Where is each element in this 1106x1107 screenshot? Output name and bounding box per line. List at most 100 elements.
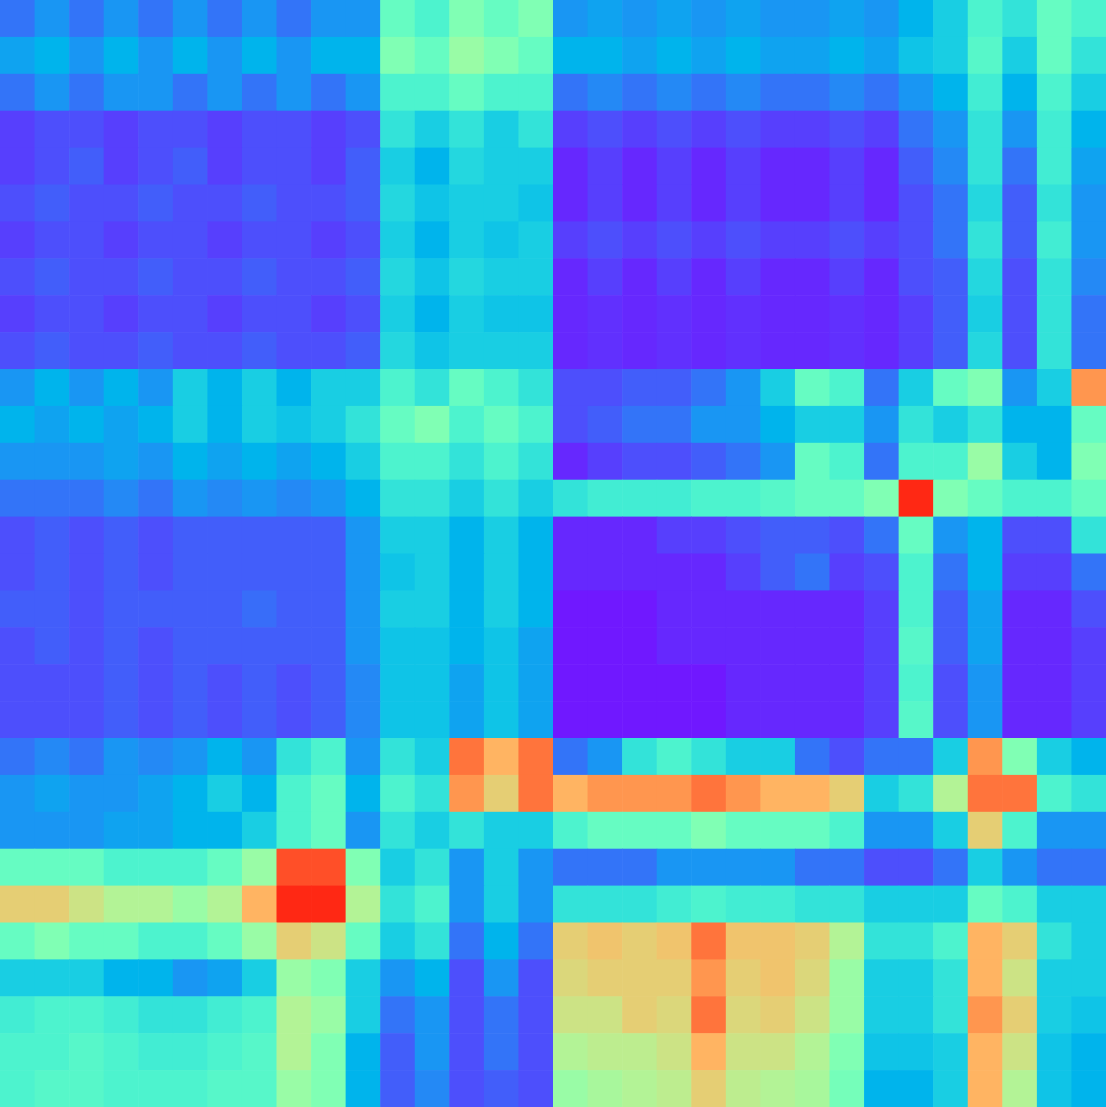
heatmap-cell bbox=[35, 37, 70, 75]
heatmap-cell bbox=[760, 996, 795, 1034]
heatmap-cell bbox=[657, 0, 692, 38]
heatmap-cell bbox=[968, 590, 1003, 628]
heatmap-cell bbox=[346, 812, 381, 850]
heatmap-cell bbox=[691, 886, 726, 924]
heatmap-cell bbox=[899, 221, 934, 259]
heatmap-cell bbox=[760, 258, 795, 296]
heatmap-cell bbox=[726, 1033, 761, 1071]
heatmap-cell bbox=[1071, 849, 1106, 887]
heatmap-cell bbox=[657, 517, 692, 555]
heatmap-cell bbox=[691, 923, 726, 961]
heatmap-cell bbox=[346, 258, 381, 296]
heatmap-cell bbox=[311, 959, 346, 997]
heatmap-cell bbox=[830, 664, 865, 702]
heatmap-cell bbox=[622, 185, 657, 223]
heatmap-cell bbox=[1002, 443, 1037, 481]
heatmap-cell bbox=[35, 0, 70, 38]
heatmap-cell bbox=[553, 664, 588, 702]
figure bbox=[0, 0, 1106, 1107]
heatmap-cell bbox=[104, 590, 139, 628]
heatmap-cell bbox=[726, 701, 761, 738]
heatmap-cell bbox=[415, 627, 450, 665]
heatmap-cell bbox=[277, 664, 312, 702]
heatmap-cell bbox=[899, 812, 934, 850]
heatmap-cell bbox=[1037, 775, 1072, 813]
heatmap-cell bbox=[691, 221, 726, 259]
heatmap-cell bbox=[1071, 664, 1106, 702]
heatmap-cell bbox=[104, 0, 139, 38]
heatmap-cell bbox=[726, 369, 761, 407]
heatmap-cell bbox=[207, 664, 242, 702]
heatmap-cell bbox=[484, 664, 519, 702]
heatmap-cell bbox=[35, 74, 70, 112]
heatmap-cell bbox=[657, 554, 692, 592]
heatmap-cell bbox=[207, 148, 242, 186]
heatmap-cell bbox=[726, 664, 761, 702]
heatmap-cell bbox=[760, 1070, 795, 1107]
heatmap-cell bbox=[311, 258, 346, 296]
heatmap-cell bbox=[104, 37, 139, 75]
heatmap-cell bbox=[277, 480, 312, 518]
heatmap-cell bbox=[657, 590, 692, 628]
heatmap-cell bbox=[277, 1070, 312, 1107]
heatmap-cell bbox=[1071, 111, 1106, 149]
heatmap-cell bbox=[830, 37, 865, 75]
heatmap-cell bbox=[380, 258, 415, 296]
heatmap-cell bbox=[691, 590, 726, 628]
heatmap-cell bbox=[311, 37, 346, 75]
heatmap-cell bbox=[553, 775, 588, 813]
heatmap-cell bbox=[657, 74, 692, 112]
heatmap-cell bbox=[726, 74, 761, 112]
heatmap-cell bbox=[864, 812, 899, 850]
heatmap-cell bbox=[691, 738, 726, 776]
heatmap-cell bbox=[968, 923, 1003, 961]
heatmap-cell bbox=[622, 480, 657, 518]
heatmap-cell bbox=[35, 406, 70, 444]
heatmap-cell bbox=[933, 664, 968, 702]
heatmap-cell bbox=[484, 221, 519, 259]
heatmap-cell bbox=[588, 701, 623, 738]
heatmap-cell bbox=[933, 738, 968, 776]
heatmap-cell bbox=[277, 738, 312, 776]
heatmap-cell bbox=[795, 111, 830, 149]
heatmap-cell bbox=[1071, 148, 1106, 186]
heatmap-cell bbox=[691, 111, 726, 149]
heatmap-cell bbox=[1002, 0, 1037, 38]
heatmap-cell bbox=[35, 849, 70, 887]
heatmap-cell bbox=[760, 332, 795, 369]
heatmap-cell bbox=[968, 258, 1003, 296]
heatmap-cell bbox=[657, 1070, 692, 1107]
heatmap-cell bbox=[138, 554, 173, 592]
heatmap-cell bbox=[35, 185, 70, 223]
heatmap-cell bbox=[588, 443, 623, 481]
heatmap-cell bbox=[933, 701, 968, 738]
heatmap-cell bbox=[242, 74, 277, 112]
heatmap-cell bbox=[69, 185, 104, 223]
heatmap-cell bbox=[173, 1033, 208, 1071]
heatmap-cell bbox=[35, 1033, 70, 1071]
heatmap-cell bbox=[1037, 849, 1072, 887]
heatmap-cell bbox=[864, 959, 899, 997]
heatmap-cell bbox=[518, 517, 553, 555]
heatmap-cell bbox=[933, 74, 968, 112]
heatmap-cell bbox=[311, 221, 346, 259]
heatmap-cell bbox=[242, 406, 277, 444]
heatmap-cell bbox=[795, 295, 830, 333]
heatmap-cell bbox=[691, 406, 726, 444]
heatmap-cell bbox=[484, 959, 519, 997]
heatmap-cell bbox=[484, 627, 519, 665]
heatmap-cell bbox=[899, 554, 934, 592]
heatmap-cell bbox=[173, 332, 208, 369]
heatmap-cell bbox=[207, 111, 242, 149]
heatmap-cell bbox=[518, 295, 553, 333]
heatmap-cell bbox=[311, 480, 346, 518]
heatmap-cell bbox=[69, 554, 104, 592]
heatmap-cell bbox=[311, 996, 346, 1034]
heatmap-cell bbox=[311, 923, 346, 961]
heatmap-cell bbox=[138, 258, 173, 296]
heatmap-cell bbox=[1037, 295, 1072, 333]
heatmap-cell bbox=[933, 221, 968, 259]
heatmap-cell bbox=[380, 1070, 415, 1107]
heatmap-cell bbox=[518, 443, 553, 481]
heatmap-cell bbox=[311, 886, 346, 924]
